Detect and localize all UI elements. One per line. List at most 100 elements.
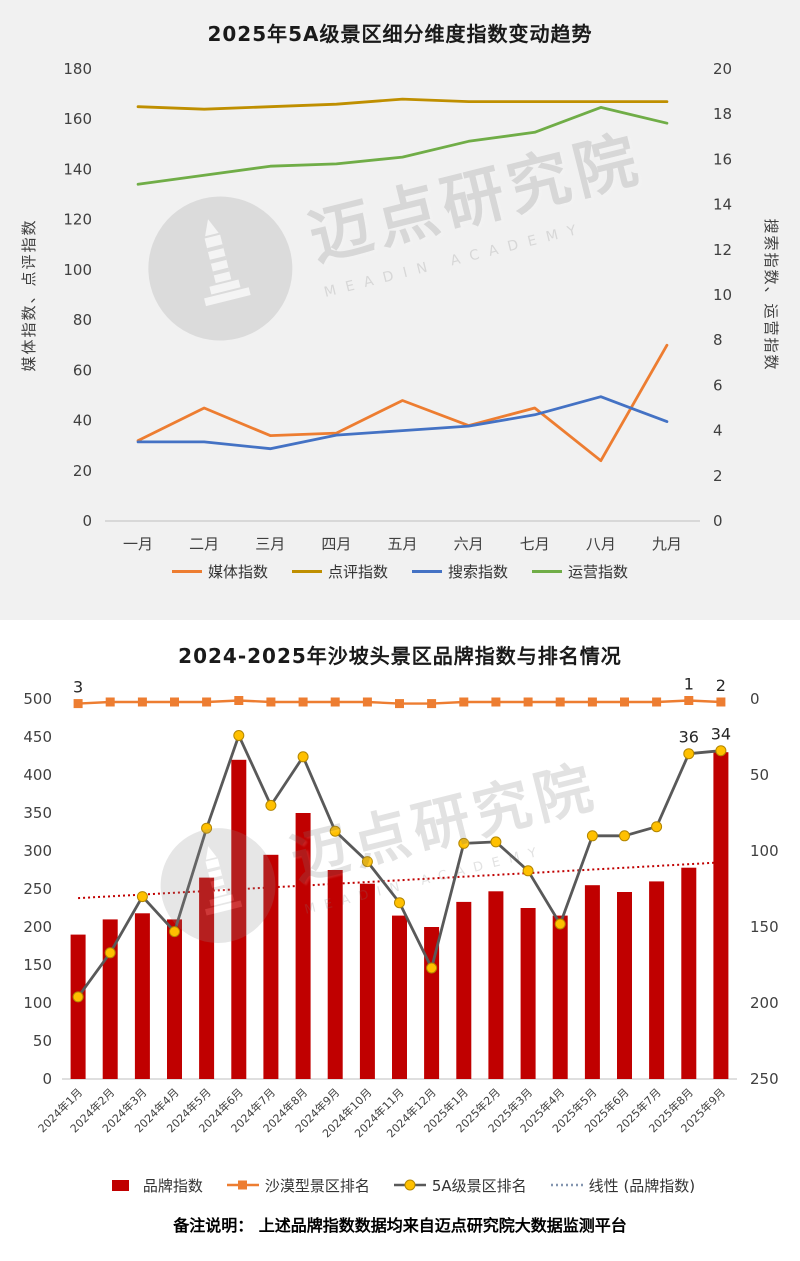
svg-text:400: 400 [23, 766, 52, 784]
legend-swatch-trendline [550, 1183, 583, 1187]
svg-text:九月: 九月 [652, 535, 682, 553]
svg-text:一月: 一月 [123, 535, 153, 553]
legend-swatch-search-index [412, 570, 442, 573]
svg-text:20: 20 [73, 462, 92, 480]
legend-swatch-media-index [171, 570, 202, 573]
svg-text:20: 20 [713, 60, 732, 78]
series-operation-index [136, 106, 669, 186]
svg-text:34: 34 [711, 725, 731, 744]
svg-text:120: 120 [63, 211, 92, 229]
legend-item-review-index: 点评指数 [291, 561, 388, 582]
svg-text:六月: 六月 [454, 535, 484, 553]
legend-swatch-brand-index [111, 1180, 129, 1191]
svg-text:16: 16 [713, 150, 732, 168]
y-axis-left: 0 50 100 150 200 250 300 350 400 450 500 [23, 690, 52, 1088]
svg-text:18: 18 [713, 105, 732, 123]
legend-swatch-5a-rank [393, 1179, 426, 1191]
svg-text:150: 150 [23, 956, 52, 974]
series-trendline [78, 861, 721, 900]
svg-text:0: 0 [42, 1070, 52, 1088]
svg-text:6: 6 [713, 376, 723, 394]
brand-index-combo-chart: 0 50 100 150 200 250 300 350 400 450 500 0 50 100 150 2… [23, 675, 779, 1141]
legend-label: 线性 (品牌指数) [588, 1177, 696, 1195]
chart2-legend: 品牌指数 沙漠型景区排名 5A级景区排名 线性 (品牌指数) [0, 1175, 800, 1196]
svg-text:80: 80 [73, 311, 92, 329]
svg-text:0: 0 [750, 690, 760, 708]
legend-item-operation-index: 运营指数 [532, 561, 628, 582]
svg-text:50: 50 [750, 766, 769, 784]
series-5a-rank [72, 730, 727, 1003]
svg-text:100: 100 [63, 261, 92, 279]
svg-text:250: 250 [23, 880, 52, 898]
svg-text:8: 8 [713, 331, 723, 349]
svg-text:350: 350 [23, 804, 52, 822]
series-brand-index [70, 752, 729, 1079]
svg-text:100: 100 [750, 842, 779, 860]
svg-text:450: 450 [23, 728, 52, 746]
svg-text:200: 200 [23, 918, 52, 936]
chart1-title: 2025年5A级景区细分维度指数变动趋势 [207, 22, 593, 46]
right-axis-title: 搜索指数、运营指数 [762, 218, 780, 371]
legend-swatch-operation-index [532, 570, 563, 573]
trend-chart-panel: 2025年5A级景区细分维度指数变动趋势 0 20 40 60 80 100 120 140 1… [0, 0, 800, 620]
y-axis-left: 0 20 40 60 80 100 120 140 160 180 [63, 60, 92, 530]
svg-text:14: 14 [713, 196, 732, 214]
chart1-legend: 媒体指数 点评指数 搜索指数 运营指数 [0, 561, 800, 582]
svg-text:160: 160 [63, 110, 92, 128]
svg-text:3: 3 [73, 678, 83, 697]
legend-label: 媒体指数 [207, 563, 268, 581]
svg-text:12: 12 [713, 241, 732, 259]
svg-text:60: 60 [73, 361, 92, 379]
svg-text:200: 200 [750, 994, 779, 1012]
legend-label: 运营指数 [568, 563, 629, 581]
y-axis-right: 0 2 4 6 8 10 12 14 16 18 20 [713, 60, 732, 530]
x-axis-labels: 一月 二月 三月 四月 五月 六月 七月 八月 九月 [123, 535, 682, 553]
svg-text:140: 140 [63, 160, 92, 178]
svg-text:100: 100 [23, 994, 52, 1012]
svg-text:4: 4 [713, 422, 723, 440]
left-axis-title: 媒体指数、点评指数 [20, 218, 38, 371]
svg-text:2: 2 [716, 676, 726, 695]
svg-text:50: 50 [33, 1032, 52, 1050]
svg-text:150: 150 [750, 918, 779, 936]
legend-label: 沙漠型景区排名 [264, 1177, 370, 1195]
svg-text:0: 0 [713, 512, 723, 530]
svg-text:300: 300 [23, 842, 52, 860]
legend-item-5a-rank: 5A级景区排名 [393, 1175, 527, 1196]
legend-swatch-review-index [291, 570, 322, 573]
series-search-index [136, 395, 669, 451]
svg-text:180: 180 [63, 60, 92, 78]
svg-text:0: 0 [82, 512, 92, 530]
legend-label: 品牌指数 [142, 1177, 203, 1195]
data-labels: 3 1 2 36 34 [73, 675, 731, 747]
legend-item-desert-rank: 沙漠型景区排名 [226, 1175, 370, 1196]
legend-item-brand-index: 品牌指数 [105, 1175, 203, 1196]
legend-item-media-index: 媒体指数 [171, 561, 268, 582]
legend-item-trendline: 线性 (品牌指数) [550, 1175, 696, 1196]
legend-label: 5A级景区排名 [431, 1177, 527, 1195]
svg-text:五月: 五月 [387, 535, 417, 553]
x-axis-labels: 2024年1月2024年2月2024年3月2024年4月2024年5月2024年… [35, 1085, 728, 1140]
svg-text:2: 2 [713, 467, 723, 485]
legend-swatch-desert-rank [226, 1180, 259, 1190]
series-review-index [136, 97, 669, 111]
svg-text:八月: 八月 [586, 535, 616, 553]
footer-note: 备注说明： 上述品牌指数数据均来自迈点研究院大数据监测平台 [173, 1216, 627, 1235]
svg-text:七月: 七月 [520, 535, 550, 553]
legend-label: 搜索指数 [448, 563, 509, 581]
series-desert-rank [73, 696, 726, 709]
trend-line-chart: 0 20 40 60 80 100 120 140 160 180 0 2 4 6 8 10 12 14 16 18 2… [20, 60, 780, 553]
legend-label: 点评指数 [327, 563, 388, 581]
svg-text:三月: 三月 [255, 535, 285, 553]
svg-text:10: 10 [713, 286, 732, 304]
svg-text:250: 250 [750, 1070, 779, 1088]
svg-text:四月: 四月 [321, 535, 351, 553]
svg-text:1: 1 [684, 675, 694, 694]
series-media-index [136, 343, 669, 463]
y-axis-right: 0 50 100 150 200 250 [750, 690, 779, 1088]
svg-text:500: 500 [23, 690, 52, 708]
chart2-title: 2024-2025年沙坡头景区品牌指数与排名情况 [178, 644, 622, 668]
legend-item-search-index: 搜索指数 [412, 561, 508, 582]
brand-index-chart-panel: 2024-2025年沙坡头景区品牌指数与排名情况 0 50 100 150 200 250… [0, 620, 800, 1261]
